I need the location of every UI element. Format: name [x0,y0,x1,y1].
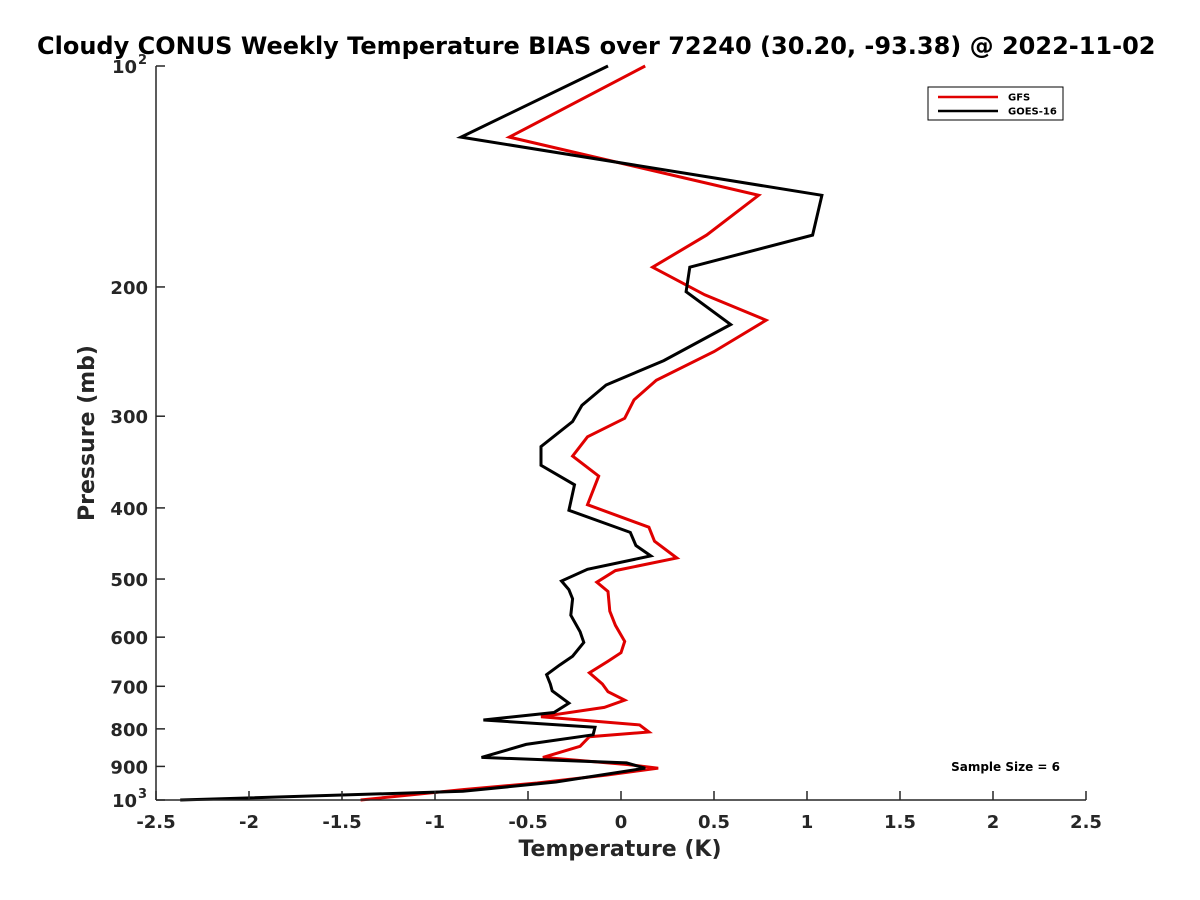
x-tick-label: -0.5 [508,812,547,833]
x-tick-label: 1.5 [884,812,916,833]
x-tick-label: -1 [425,812,445,833]
x-tick-label: -2 [239,812,259,833]
x-tick-label: -2.5 [136,812,175,833]
legend-box [927,86,1064,121]
series-line-gfs [360,64,770,802]
legend: GFS GOES-16 [927,86,1064,121]
x-tick-label: 1 [801,812,814,833]
legend-label-gfs: GFS [1008,93,1030,104]
y-tick-label: 200 [110,278,148,299]
x-tick-label: 0 [615,812,628,833]
y-tick-exponent: 3 [138,787,147,802]
x-tick-label: 2.5 [1070,812,1102,833]
x-tick-label: 2 [987,812,1000,833]
y-tick-exponent: 2 [138,53,147,68]
y-tick-label: 500 [110,570,148,591]
legend-label-goes-16: GOES-16 [1008,107,1057,118]
y-tick-label: 800 [110,720,148,741]
y-tick-label: 300 [110,407,148,428]
y-tick-label: 600 [110,628,148,649]
y-axis-label: Pressure (mb) [75,345,100,521]
y-tick-label: 700 [110,677,148,698]
series-line-goes-16 [180,64,824,802]
sample-size-annotation: Sample Size = 6 [951,760,1060,774]
y-tick-label: 10 [112,57,137,78]
x-tick-label: -1.5 [322,812,361,833]
chart-title: Cloudy CONUS Weekly Temperature BIAS ove… [37,32,1155,60]
y-tick-label: 10 [112,791,137,812]
plot-area: -2.5 -2 -1.5 -1 -0.5 0 0.5 1 1.5 2 2.510 2200300400… [110,53,1102,833]
y-tick-label: 900 [110,757,148,778]
y-tick-label: 400 [110,499,148,520]
x-tick-label: 0.5 [698,812,730,833]
x-axis-label: Temperature (K) [518,837,721,862]
